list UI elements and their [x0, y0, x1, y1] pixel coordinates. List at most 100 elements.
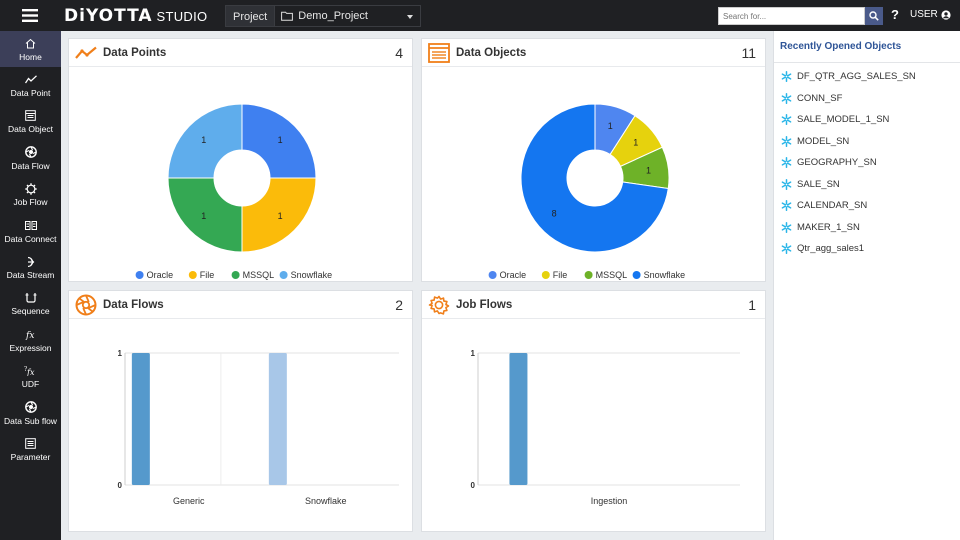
sidebar-item-data-stream[interactable]: Data Stream [0, 249, 61, 285]
document-icon [428, 42, 450, 64]
sidebar-item-label: Data Stream [6, 270, 55, 281]
recent-item[interactable]: Qtr_agg_sales1 [774, 238, 960, 260]
brand-logo: DiYOTTA STUDIO [64, 6, 207, 26]
bar-snowflake[interactable] [268, 353, 287, 485]
sidebar-item-label: Data Sub flow [4, 415, 57, 426]
legend-item-oracle[interactable]: Oracle [147, 270, 174, 280]
legend-item-oracle[interactable]: Oracle [500, 270, 527, 280]
pie-slice-file[interactable] [241, 177, 317, 253]
legend-item-file[interactable]: File [200, 270, 215, 280]
sidebar-item-expression[interactable]: fx Expression [0, 322, 61, 358]
recent-item-label: SALE_MODEL_1_SN [797, 114, 890, 126]
sidebar-item-data-connect[interactable]: Data Connect [0, 213, 61, 249]
slice-data-label: 1 [278, 211, 283, 221]
recent-item[interactable]: CALENDAR_SN [774, 195, 960, 217]
sidebar-item-job-flow[interactable]: Job Flow [0, 177, 61, 213]
data-points-chart: 1 1 1 1 Oracle File MSSQL Snowflake [135, 103, 333, 280]
card-title: Data Objects [456, 46, 527, 59]
bar-generic[interactable] [131, 353, 150, 485]
recent-item[interactable]: SALE_MODEL_1_SN [774, 109, 960, 131]
brand-sub: STUDIO [156, 8, 208, 24]
pie-slice-snowflake[interactable] [520, 103, 669, 253]
recent-item[interactable]: CONN_SF [774, 88, 960, 110]
sidebar-item-label: Parameter [10, 451, 51, 462]
data-flows-card: Data Flows 2 0 1 Generic Snowflake [68, 290, 413, 532]
sidebar-item-data-object[interactable]: Data Object [0, 104, 61, 140]
recent-item[interactable]: SALE_SN [774, 174, 960, 196]
search-bar [718, 7, 883, 25]
legend-item-snowflake[interactable]: Snowflake [644, 270, 686, 280]
job-flows-chart: 0 1 Ingestion [471, 349, 740, 506]
sidebar-item-label: UDF [21, 379, 40, 390]
bar-ingestion[interactable] [509, 353, 528, 485]
legend-item-mssql[interactable]: MSSQL [243, 270, 275, 280]
sidebar-item-sequence[interactable]: Sequence [0, 286, 61, 322]
sidebar-item-label: Expression [9, 342, 52, 353]
card-header: Job Flows 1 [422, 291, 765, 319]
sidebar: Home Data Point Data Object Data Flow Jo… [0, 31, 61, 540]
sidebar-item-label: Sequence [11, 306, 50, 317]
gear-icon [24, 182, 37, 195]
slice-data-label: 1 [201, 135, 206, 145]
snowflake-icon [781, 200, 792, 212]
legend-dot [488, 271, 497, 279]
sequence-icon [25, 291, 37, 304]
pie-slice-snowflake[interactable] [167, 103, 243, 179]
legend-item-snowflake[interactable]: Snowflake [291, 270, 333, 280]
card-count: 2 [395, 297, 403, 313]
legend-dot [188, 271, 197, 279]
sidebar-item-label: Data Flow [11, 160, 50, 171]
svg-text:fx: fx [25, 331, 34, 340]
sidebar-item-label: Data Connect [4, 233, 57, 244]
brand-name: DiYOTTA [64, 5, 153, 26]
sidebar-item-udf[interactable]: ? fx UDF [0, 359, 61, 395]
search-icon[interactable] [865, 7, 883, 25]
recent-item-label: SALE_SN [797, 178, 840, 190]
snowflake-icon [781, 221, 792, 233]
recent-item[interactable]: GEOGRAPHY_SN [774, 152, 960, 174]
recent-item[interactable]: DF_QTR_AGG_SALES_SN [774, 66, 960, 88]
user-icon [941, 9, 951, 20]
card-count: 1 [748, 297, 756, 313]
project-dropdown[interactable]: Demo_Project [275, 5, 422, 27]
trend-icon [75, 42, 97, 64]
slice-data-label: 1 [633, 138, 638, 148]
card-title: Job Flows [456, 298, 513, 311]
y-tick-label: 1 [471, 349, 476, 358]
pie-slice-oracle[interactable] [241, 103, 317, 179]
legend-dot [135, 271, 144, 279]
slice-data-label: 1 [278, 135, 283, 145]
sidebar-item-data-point[interactable]: Data Point [0, 67, 61, 103]
slice-data-label: 1 [608, 121, 613, 131]
sidebar-item-data-sub-flow[interactable]: Data Sub flow [0, 395, 61, 431]
recent-title: Recently Opened Objects [774, 31, 960, 63]
recent-list: DF_QTR_AGG_SALES_SN CONN_SF SALE_MODEL_1_S… [774, 63, 960, 260]
pie-slice-mssql[interactable] [167, 177, 243, 253]
card-header: Data Flows 2 [69, 291, 412, 319]
card-title: Data Points [103, 46, 167, 59]
sidebar-item-parameter[interactable]: Parameter [0, 431, 61, 467]
y-tick-label: 0 [471, 481, 476, 490]
hamburger-menu-icon[interactable] [0, 0, 60, 31]
gear-icon [428, 294, 450, 316]
recent-item[interactable]: MAKER_1_SN [774, 217, 960, 239]
snowflake-icon [781, 114, 792, 126]
snowflake-icon [781, 71, 792, 83]
recent-item-label: MAKER_1_SN [797, 221, 860, 233]
udf-icon: ? fx [24, 364, 37, 377]
card-title: Data Flows [103, 298, 164, 311]
sidebar-item-label: Job Flow [13, 197, 48, 208]
help-icon[interactable]: ? [891, 7, 899, 22]
sidebar-item-data-flow[interactable]: Data Flow [0, 140, 61, 176]
snowflake-icon [781, 157, 792, 169]
search-input[interactable] [718, 7, 865, 25]
recent-item[interactable]: MODEL_SN [774, 131, 960, 153]
legend-item-file[interactable]: File [553, 270, 568, 280]
svg-text:fx: fx [26, 368, 35, 376]
legend-dot [632, 271, 641, 279]
data-points-card: Data Points 4 1 1 1 1 Oracle File MSSQL Snowfla… [68, 38, 413, 282]
user-menu[interactable]: USER [910, 9, 951, 20]
sidebar-item-home[interactable]: Home [0, 31, 61, 68]
card-count: 11 [741, 45, 756, 61]
legend-item-mssql[interactable]: MSSQL [596, 270, 628, 280]
